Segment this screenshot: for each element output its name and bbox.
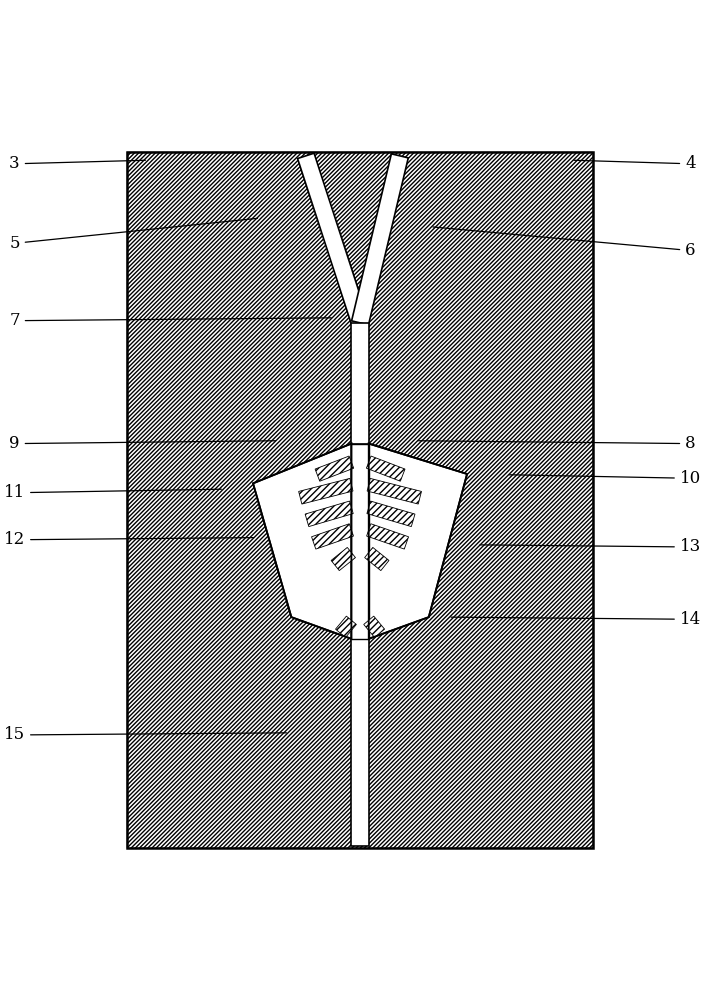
Text: 9: 9 bbox=[9, 435, 275, 452]
Bar bbox=[351, 323, 369, 444]
Polygon shape bbox=[335, 616, 356, 637]
Text: 6: 6 bbox=[433, 227, 696, 259]
Text: 15: 15 bbox=[4, 726, 286, 743]
Text: 7: 7 bbox=[9, 312, 331, 329]
Polygon shape bbox=[253, 444, 351, 639]
Text: 12: 12 bbox=[4, 531, 254, 548]
Bar bbox=[351, 639, 369, 846]
Polygon shape bbox=[364, 616, 385, 637]
Polygon shape bbox=[369, 444, 467, 639]
Polygon shape bbox=[298, 153, 368, 326]
Polygon shape bbox=[299, 478, 353, 504]
Polygon shape bbox=[364, 547, 389, 571]
Text: 13: 13 bbox=[480, 538, 701, 555]
Polygon shape bbox=[315, 456, 354, 481]
Polygon shape bbox=[351, 154, 408, 325]
Polygon shape bbox=[305, 501, 354, 527]
Text: 8: 8 bbox=[419, 435, 696, 452]
Polygon shape bbox=[312, 524, 354, 549]
Bar bbox=[127, 152, 593, 848]
Polygon shape bbox=[367, 456, 405, 481]
Polygon shape bbox=[331, 547, 356, 571]
Text: 3: 3 bbox=[9, 155, 145, 172]
Text: 4: 4 bbox=[574, 155, 696, 172]
Text: 5: 5 bbox=[9, 218, 257, 252]
Polygon shape bbox=[367, 524, 408, 549]
Polygon shape bbox=[367, 478, 422, 504]
Text: 10: 10 bbox=[509, 470, 701, 487]
Bar bbox=[351, 444, 369, 639]
Bar bbox=[127, 152, 593, 848]
Text: 11: 11 bbox=[4, 484, 221, 501]
Polygon shape bbox=[367, 501, 415, 527]
Text: 14: 14 bbox=[451, 611, 701, 628]
